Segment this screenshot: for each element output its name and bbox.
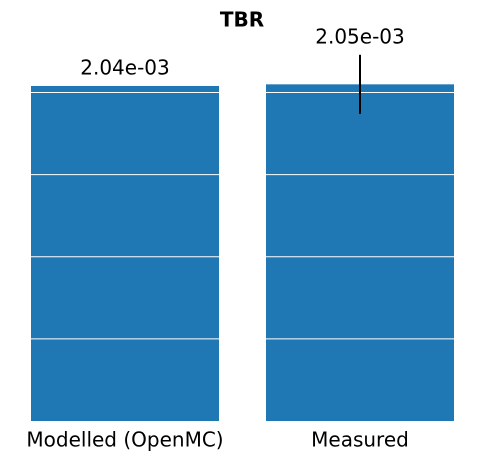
x-tick-label: Measured: [311, 428, 409, 452]
value-label: 2.05e-03: [315, 24, 405, 48]
value-label: 2.04e-03: [80, 55, 170, 79]
chart-title: TBR: [220, 8, 264, 32]
bar: [266, 84, 454, 421]
bar: [31, 85, 219, 421]
x-tick-label: Modelled (OpenMC): [26, 428, 223, 452]
